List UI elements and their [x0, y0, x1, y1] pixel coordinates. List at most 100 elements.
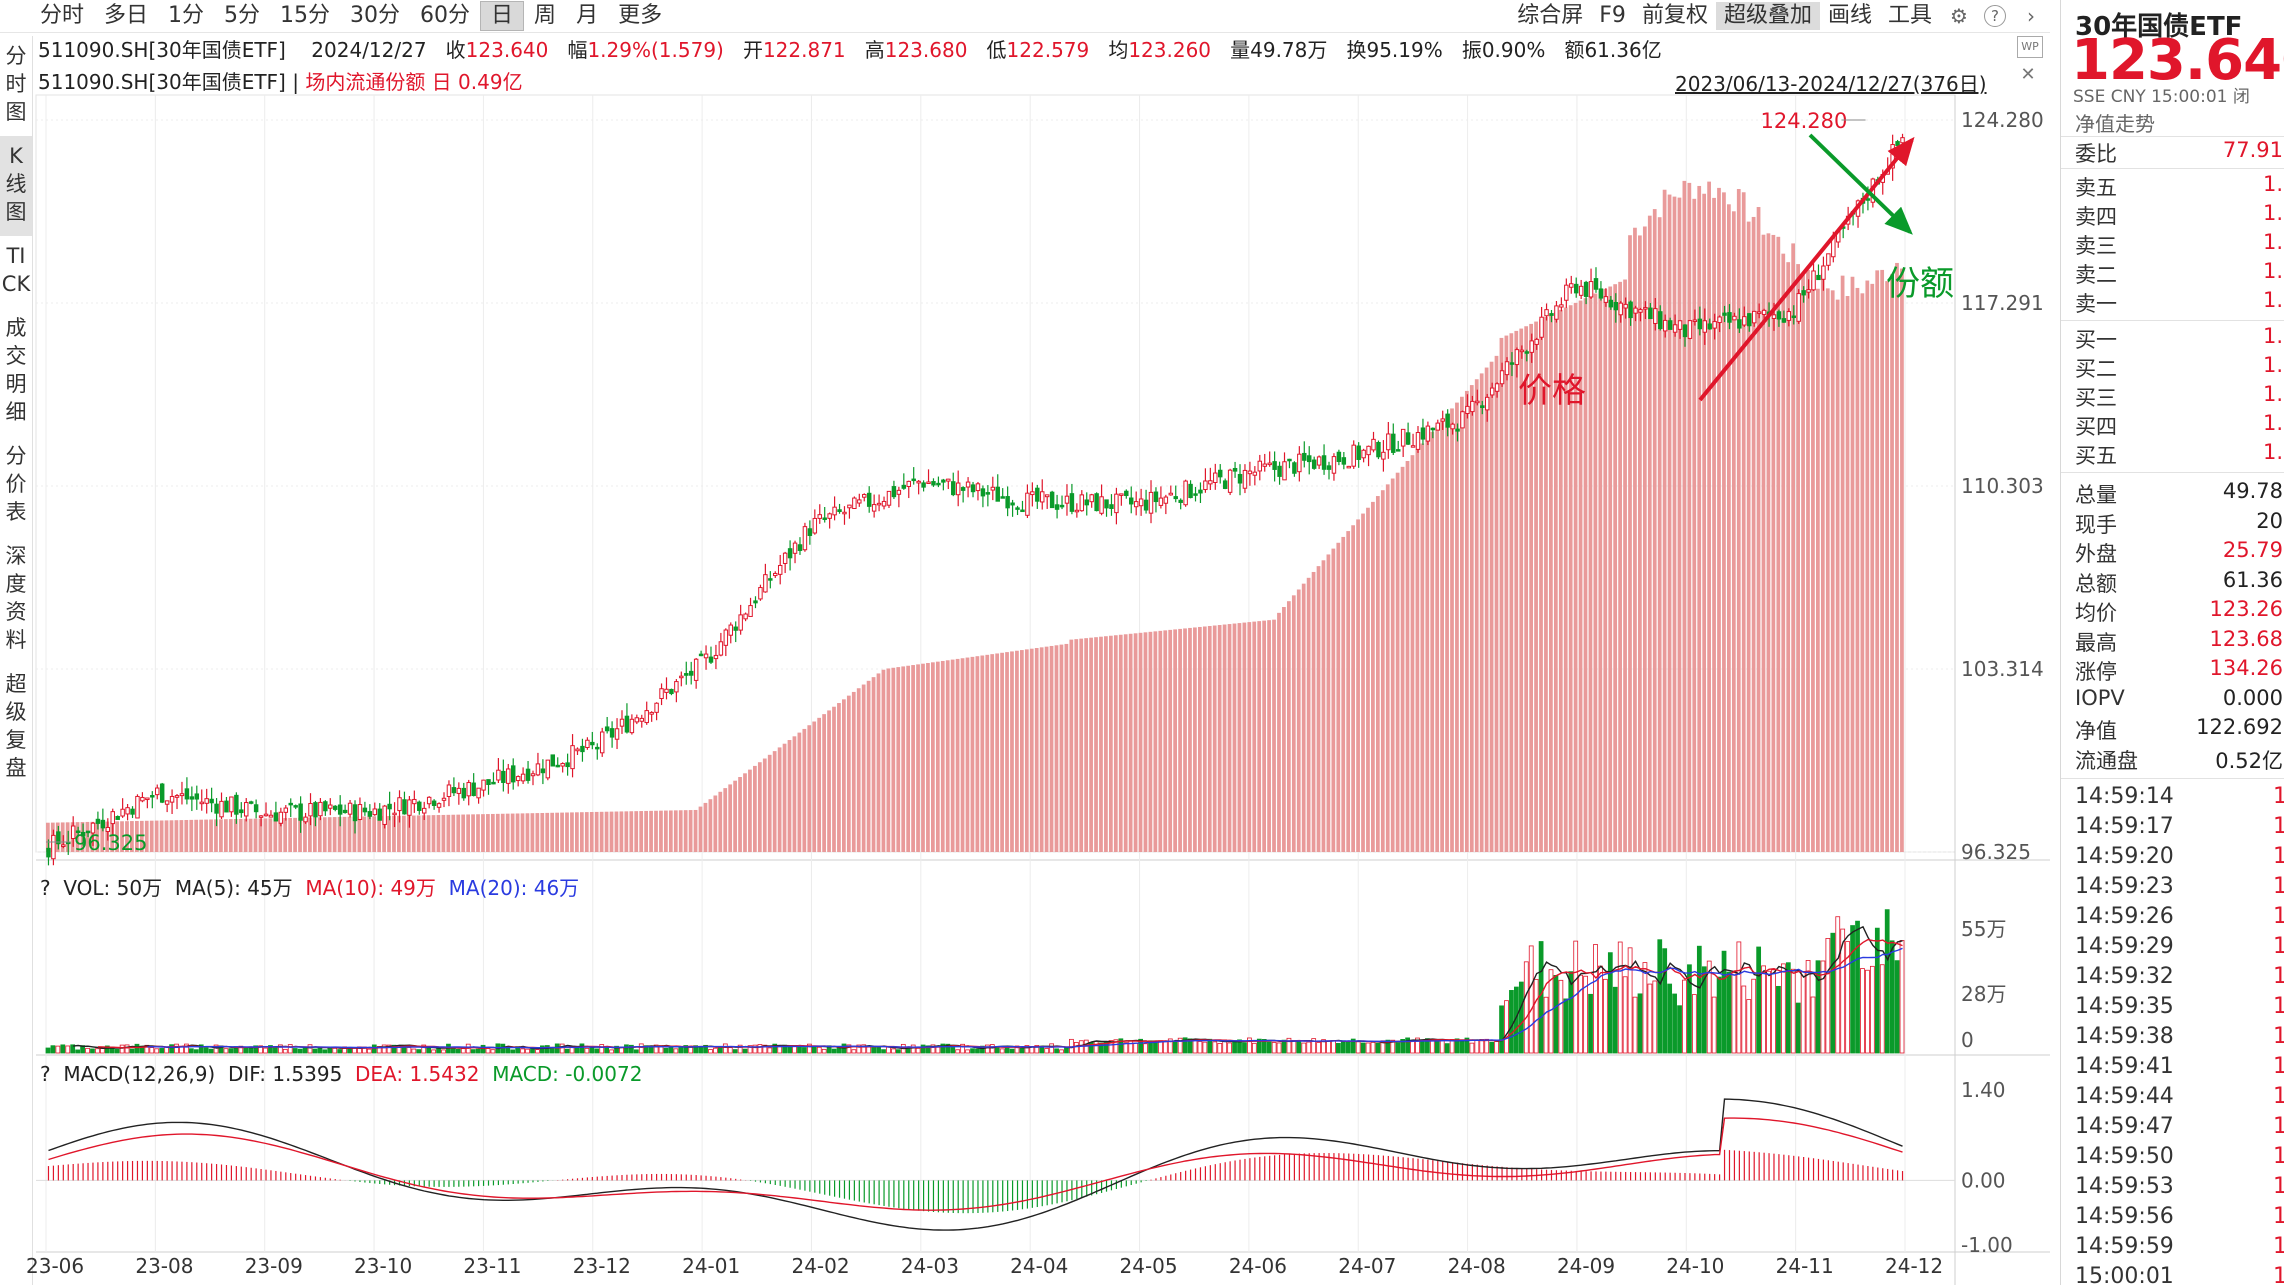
ask-row[interactable]: 卖四 1.	[2075, 201, 2283, 229]
volume-bar	[693, 1045, 699, 1054]
candle-body	[1791, 315, 1796, 319]
share-bar	[664, 810, 668, 852]
tool-3[interactable]: 超级叠加	[1715, 2, 1820, 30]
tick-row: 14:59:1412	[2075, 784, 2284, 809]
tick-row: 14:59:2012	[2075, 844, 2284, 869]
bid-row[interactable]: 买一 1.	[2075, 324, 2283, 352]
left-tab-5[interactable]: 深度资料	[5, 544, 27, 652]
candle-body	[669, 688, 674, 695]
share-bar	[1558, 309, 1563, 852]
volume-bar	[332, 1047, 338, 1054]
overlay-legend[interactable]: 场内流通份额 日 0.49亿	[305, 70, 523, 94]
tool-4[interactable]: 画线	[1827, 3, 1872, 28]
candle-body	[787, 548, 793, 559]
ask-row[interactable]: 卖三 1.	[2075, 230, 2283, 258]
tool-2[interactable]: 前复权	[1641, 3, 1708, 28]
volume-bar	[1612, 986, 1618, 1054]
candle-body	[862, 494, 867, 498]
volume-bar	[1617, 941, 1623, 1054]
share-bar	[1855, 287, 1860, 852]
volume-bar	[460, 1048, 466, 1054]
share-bar	[1692, 198, 1697, 852]
volume-bar	[119, 1044, 125, 1054]
ask-row[interactable]: 卖一 1.	[2075, 288, 2283, 316]
share-bar	[1766, 233, 1771, 852]
period-1[interactable]: 多日	[104, 3, 149, 28]
volume-bar	[1059, 1049, 1064, 1054]
tool-1[interactable]: F9	[1599, 3, 1626, 28]
date-range[interactable]: 2023/06/13-2024/12/27(376日)	[1675, 72, 1987, 96]
candle-body	[70, 825, 76, 839]
volume-bar	[1504, 1000, 1509, 1054]
share-bar	[1049, 645, 1054, 852]
volume-bar	[1568, 971, 1574, 1054]
volume-bar	[1622, 976, 1628, 1054]
period-3[interactable]: 5分	[224, 3, 261, 28]
bid-row[interactable]: 买四 1.	[2075, 411, 2283, 439]
bid-row[interactable]: 买五 1.	[2075, 440, 2283, 468]
period-8[interactable]: 周	[534, 3, 557, 28]
x-tick-label: 24-05	[1120, 1254, 1178, 1278]
volume-header: ? VOL: 50万 MA(5): 45万 MA(10): 49万 MA(20)…	[40, 876, 580, 900]
period-7[interactable]: 日	[480, 1, 525, 31]
candle-body	[708, 656, 714, 663]
volume-bar	[811, 1045, 817, 1054]
volume-bar	[806, 1043, 812, 1054]
period-5[interactable]: 30分	[350, 3, 401, 28]
period-10[interactable]: 更多	[618, 3, 663, 28]
share-bar	[1830, 290, 1835, 852]
left-tab-6[interactable]: 超级复盘	[5, 672, 27, 780]
volume-bar	[965, 1049, 970, 1054]
volume-bar	[1311, 1038, 1317, 1054]
wp-icon[interactable]: WP	[2017, 36, 2043, 58]
left-tab-3[interactable]: 成交明细	[5, 316, 27, 424]
left-tab-0[interactable]: 分时图	[5, 44, 27, 124]
left-tab-4[interactable]: 分价表	[5, 444, 27, 524]
gear-icon[interactable]: ⚙	[1950, 4, 1968, 28]
candle-body	[333, 805, 338, 810]
share-bar	[1104, 636, 1108, 852]
volume-bar	[45, 1047, 51, 1054]
kline-chart[interactable]: 23-06 23-08 23-09 23-10 23-11 23-12 24-01 24-02…	[0, 0, 2050, 1285]
volume-bar	[1598, 965, 1603, 1054]
left-tab-1[interactable]: K线图	[0, 136, 32, 236]
nav-trend-link[interactable]: 净值走势	[2075, 112, 2155, 136]
period-0[interactable]: 分时	[40, 3, 85, 28]
ask-row[interactable]: 卖二 1.	[2075, 259, 2283, 287]
period-4[interactable]: 15分	[280, 3, 331, 28]
close-icon[interactable]: ✕	[2020, 64, 2036, 85]
candle-body	[1425, 425, 1431, 442]
share-bar	[1667, 194, 1672, 852]
share-bar	[184, 819, 189, 852]
share-bar	[817, 717, 822, 852]
volume-bar	[347, 1048, 352, 1054]
period-6[interactable]: 60分	[420, 3, 471, 28]
left-tab-2[interactable]: TICK	[1, 244, 31, 296]
period-2[interactable]: 1分	[168, 3, 205, 28]
ask-row[interactable]: 卖五 1.	[2075, 172, 2283, 200]
tool-0[interactable]: 综合屏	[1517, 3, 1584, 28]
help-icon[interactable]: ?	[1984, 5, 2006, 27]
bid-row[interactable]: 买二 1.	[2075, 353, 2283, 381]
candle-body	[387, 803, 392, 810]
share-bar	[481, 814, 485, 852]
tool-5[interactable]: 工具	[1887, 3, 1932, 28]
candle-body	[1658, 311, 1663, 330]
candle-body	[1015, 507, 1020, 510]
share-bar	[1143, 632, 1148, 852]
volume-bar	[821, 1048, 827, 1054]
chevron-right-icon[interactable]: ›	[2027, 4, 2035, 28]
share-bar	[189, 819, 194, 852]
bid-row[interactable]: 买三 1.	[2075, 382, 2283, 410]
candle-body	[1232, 467, 1238, 472]
volume-bar	[1879, 964, 1885, 1054]
share-bar	[1420, 443, 1425, 852]
volume-bar	[154, 1048, 160, 1054]
candle-body	[486, 779, 491, 785]
candle-body	[234, 794, 239, 815]
x-tick-label: 24-06	[1229, 1254, 1287, 1278]
candle-body	[436, 803, 442, 808]
period-9[interactable]: 月	[576, 3, 599, 28]
share-bar	[678, 810, 683, 852]
volume-bar	[1484, 1038, 1490, 1054]
